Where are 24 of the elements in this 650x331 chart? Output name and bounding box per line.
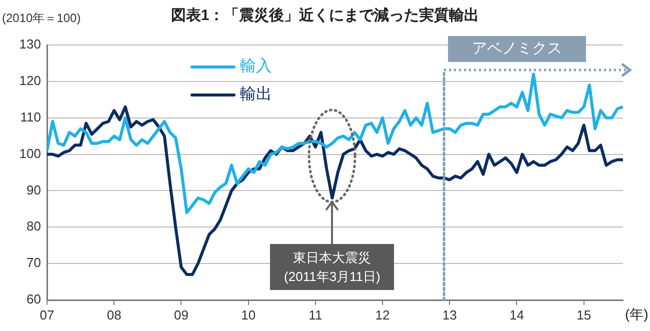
x-tick-label: 11 bbox=[308, 307, 322, 322]
x-tick-label: 12 bbox=[375, 307, 390, 322]
ref-line-label: アベノミクス bbox=[448, 36, 586, 62]
x-tick-label: 09 bbox=[174, 307, 188, 322]
legend-label: 輸入 bbox=[240, 56, 272, 76]
x-tick-label: 14 bbox=[510, 307, 524, 322]
y-tick-label: 130 bbox=[19, 36, 41, 52]
y-tick-label: 60 bbox=[26, 292, 41, 307]
y-tick-label: 110 bbox=[20, 109, 41, 124]
legend-label: 輸出 bbox=[240, 84, 272, 104]
y-tick-label: 90 bbox=[26, 182, 41, 198]
y-tick-label: 120 bbox=[19, 73, 41, 88]
y-tick-label: 100 bbox=[19, 146, 41, 161]
x-tick-label: 07 bbox=[40, 307, 54, 322]
x-tick-label: 13 bbox=[442, 307, 457, 322]
x-tick-label: 08 bbox=[106, 307, 122, 322]
x-tick-label: 10 bbox=[241, 307, 256, 322]
y-tick-label: 80 bbox=[26, 218, 41, 234]
x-axis-title: (年) bbox=[625, 306, 648, 324]
y-axis-title: (2010年＝100) bbox=[2, 10, 81, 27]
chart-title: 図表1：「震災後」近くにまで減った実質輸出 bbox=[170, 7, 480, 24]
annotation: 東日本大震災 (2011年3月11日) bbox=[270, 244, 394, 290]
y-tick-label: 70 bbox=[26, 255, 41, 270]
x-tick-label: 15 bbox=[576, 307, 592, 322]
